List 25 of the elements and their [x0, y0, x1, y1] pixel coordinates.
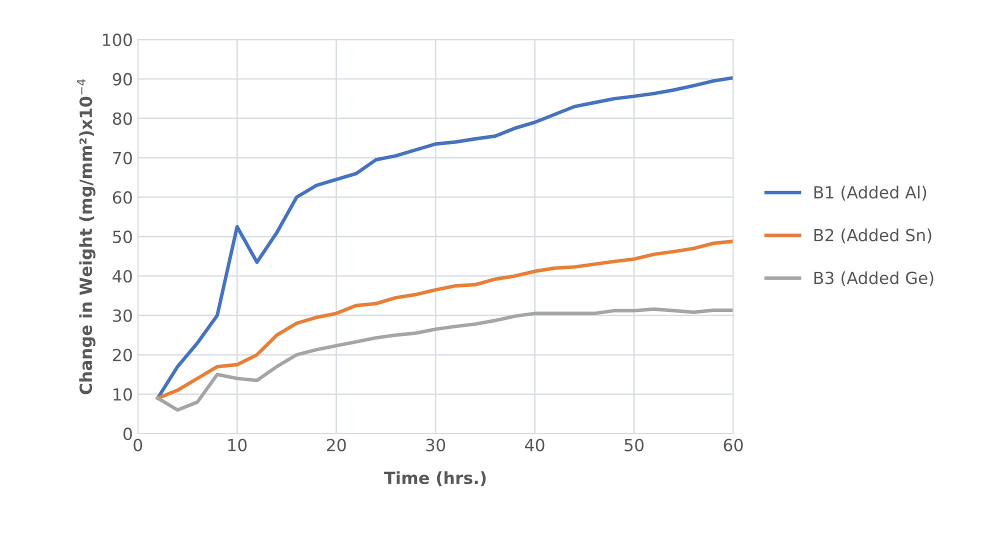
legend-label: B2 (Added Sn): [814, 228, 932, 244]
y-tick-label: 60: [112, 191, 132, 204]
y-axis-title: Change in Weight (mg/mm²)x10$^{−4}$: [76, 79, 96, 394]
x-tick-label: 60: [724, 438, 743, 452]
y-tick-label: 80: [112, 112, 132, 125]
line-series: [156, 307, 734, 412]
y-tick-label: 40: [112, 270, 132, 283]
line-series: [156, 240, 734, 400]
x-axis-title: Time (hrs.): [384, 471, 486, 486]
y-tick-label: 70: [113, 152, 132, 164]
y-tick-label: 90: [112, 72, 132, 86]
x-tick-label: 30: [426, 438, 446, 452]
x-tick-label: 50: [624, 438, 644, 452]
x-tick-label: 10: [228, 438, 247, 452]
x-tick-label: 20: [326, 438, 346, 452]
y-tick-label: 100: [103, 34, 132, 46]
legend-label: B1 (Added Al): [814, 186, 926, 201]
y-tick-label: 50: [113, 230, 132, 244]
legend-label: B3 (Added Ge): [814, 271, 934, 286]
y-tick-label: 20: [113, 348, 132, 362]
y-tick-label: 10: [114, 388, 132, 401]
y-tick-label: 30: [113, 309, 132, 322]
x-tick-label: 40: [525, 438, 544, 452]
x-tick-label: 0: [134, 438, 142, 452]
y-tick-label: 0: [123, 428, 132, 440]
